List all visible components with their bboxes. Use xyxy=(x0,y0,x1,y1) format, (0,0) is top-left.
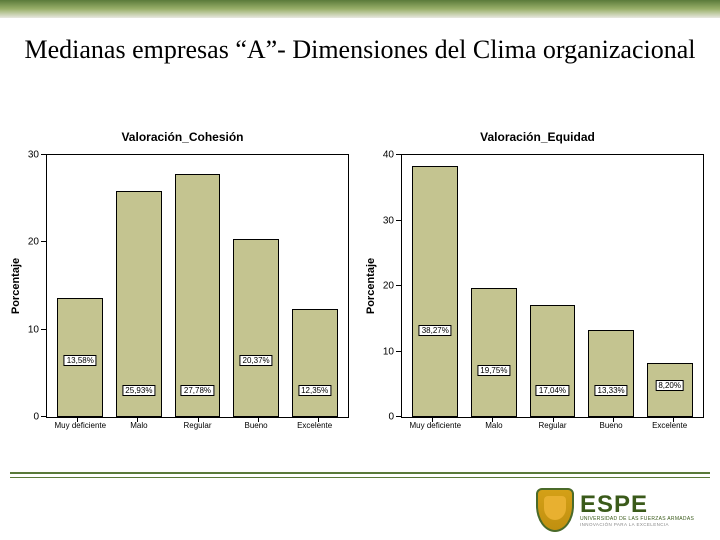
bar: 12,35% xyxy=(292,309,338,417)
x-label: Excelente xyxy=(285,421,344,430)
x-label: Muy deficiente xyxy=(406,421,465,430)
x-label: Malo xyxy=(465,421,524,430)
y-tick-label: 0 xyxy=(33,412,47,423)
bar-value-label: 38,27% xyxy=(419,325,452,336)
y-tick-label: 10 xyxy=(28,324,47,335)
bar-slot: 13,33% xyxy=(582,155,641,417)
bar: 19,75% xyxy=(471,288,517,417)
x-tick xyxy=(553,417,554,422)
bars-container: 13,58% 25,93% 27,78% 20,37% 12,35% xyxy=(47,155,348,417)
bar-value-label: 20,37% xyxy=(239,355,272,366)
x-label: Excelente xyxy=(640,421,699,430)
logo-sub2: INNOVACIÓN PARA LA EXCELENCIA xyxy=(580,523,694,528)
x-tick xyxy=(432,417,433,422)
bar: 13,33% xyxy=(588,330,634,417)
x-tick xyxy=(673,417,674,422)
chart-title: Valoración_Cohesión xyxy=(10,130,355,144)
plot-wrap: Porcentaje 38,27%19,75%17,04%13,33%8,20%… xyxy=(401,154,704,418)
page-title: Medianas empresas “A”- Dimensiones del C… xyxy=(0,35,720,65)
bar: 27,78% xyxy=(175,174,221,417)
x-label: Malo xyxy=(110,421,169,430)
charts-row: Valoración_Cohesión Porcentaje 13,58% 25,… xyxy=(10,130,710,440)
x-label: Bueno xyxy=(582,421,641,430)
top-gradient-bar xyxy=(0,0,720,18)
bar-slot: 38,27% xyxy=(406,155,465,417)
x-tick xyxy=(318,417,319,422)
bar: 20,37% xyxy=(233,239,279,417)
x-label: Regular xyxy=(523,421,582,430)
x-labels: Muy deficienteMaloRegularBuenoExcelente xyxy=(402,421,703,430)
x-tick xyxy=(137,417,138,422)
bar: 25,93% xyxy=(116,191,162,417)
bar-slot: 8,20% xyxy=(640,155,699,417)
x-labels: Muy deficienteMaloRegularBuenoExcelente xyxy=(47,421,348,430)
bar-value-label: 19,75% xyxy=(477,365,510,376)
x-tick xyxy=(492,417,493,422)
footer-divider xyxy=(10,472,710,478)
chart-equidad: Valoración_Equidad Porcentaje 38,27% 19,7… xyxy=(365,130,710,440)
plot-area: 13,58%25,93%27,78%20,37%12,35% Muy defic… xyxy=(46,154,349,418)
x-tick xyxy=(198,417,199,422)
logo-text: ESPE UNIVERSIDAD DE LAS FUERZAS ARMADAS … xyxy=(580,493,694,528)
bar-slot: 27,78% xyxy=(168,155,227,417)
bar: 8,20% xyxy=(647,363,693,417)
bar-value-label: 12,35% xyxy=(298,385,331,396)
shield-icon xyxy=(536,488,574,532)
chart-title: Valoración_Equidad xyxy=(365,130,710,144)
bar-slot: 20,37% xyxy=(227,155,286,417)
bar-value-label: 27,78% xyxy=(181,385,214,396)
chart-cohesion: Valoración_Cohesión Porcentaje 13,58% 25,… xyxy=(10,130,355,440)
bar-slot: 17,04% xyxy=(523,155,582,417)
x-label: Bueno xyxy=(227,421,286,430)
x-tick xyxy=(613,417,614,422)
y-tick-label: 20 xyxy=(28,237,47,248)
bar: 13,58% xyxy=(57,298,103,417)
bar-value-label: 13,58% xyxy=(64,355,97,366)
bar: 38,27% xyxy=(412,166,458,417)
bar-value-label: 13,33% xyxy=(594,385,627,396)
bar-slot: 25,93% xyxy=(110,155,169,417)
y-tick-label: 40 xyxy=(383,150,402,161)
bar-value-label: 25,93% xyxy=(122,385,155,396)
bar: 17,04% xyxy=(530,305,576,417)
x-label: Muy deficiente xyxy=(51,421,110,430)
x-tick xyxy=(77,417,78,422)
plot-wrap: Porcentaje 13,58%25,93%27,78%20,37%12,35… xyxy=(46,154,349,418)
bars-container: 38,27% 19,75% 17,04% 13,33% 8,20% xyxy=(402,155,703,417)
y-tick-label: 30 xyxy=(28,150,47,161)
bar-slot: 12,35% xyxy=(285,155,344,417)
bar-slot: 19,75% xyxy=(465,155,524,417)
x-label: Regular xyxy=(168,421,227,430)
logo-sub: UNIVERSIDAD DE LAS FUERZAS ARMADAS xyxy=(580,517,694,522)
y-tick-label: 30 xyxy=(383,215,402,226)
x-tick xyxy=(258,417,259,422)
y-tick-label: 0 xyxy=(388,412,402,423)
espe-logo: ESPE UNIVERSIDAD DE LAS FUERZAS ARMADAS … xyxy=(536,486,706,534)
y-tick-label: 20 xyxy=(383,281,402,292)
y-axis-label: Porcentaje xyxy=(365,258,377,314)
bar-value-label: 8,20% xyxy=(655,380,684,391)
logo-main: ESPE xyxy=(580,493,694,517)
bar-slot: 13,58% xyxy=(51,155,110,417)
y-axis-label: Porcentaje xyxy=(10,258,22,314)
y-tick-label: 10 xyxy=(383,346,402,357)
plot-area: 38,27%19,75%17,04%13,33%8,20% Muy defici… xyxy=(401,154,704,418)
bar-value-label: 17,04% xyxy=(536,385,569,396)
